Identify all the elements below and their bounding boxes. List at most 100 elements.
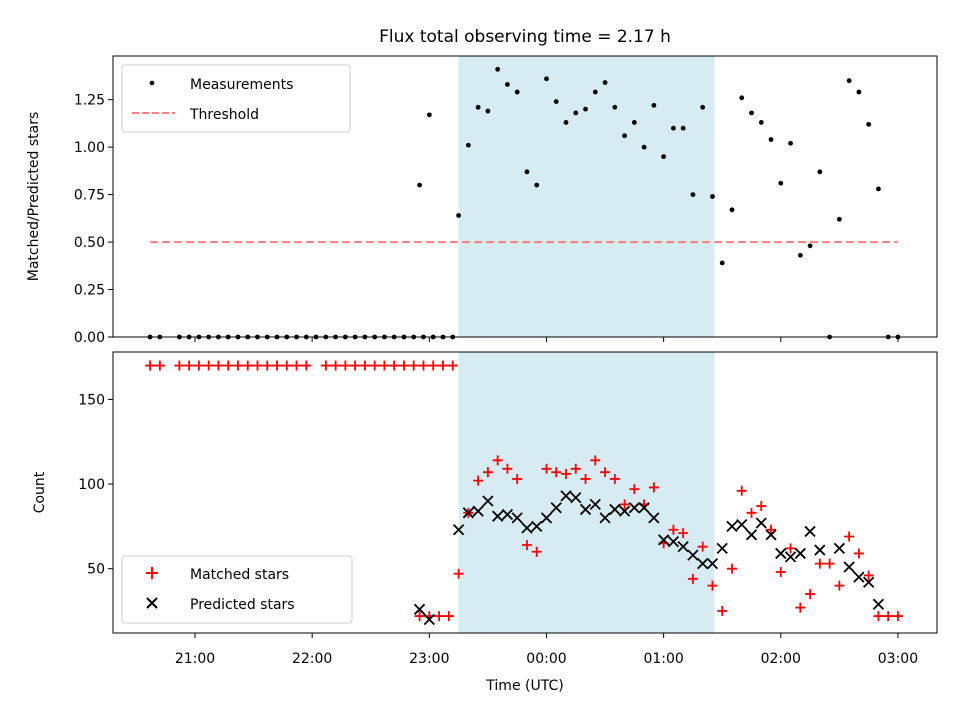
x-axis-label: Time (UTC) xyxy=(485,678,563,694)
predicted-star-point xyxy=(550,502,562,514)
matched-star-point xyxy=(512,473,523,484)
measurement-point xyxy=(485,108,491,114)
matched-star-point xyxy=(443,611,454,622)
measurement-point xyxy=(690,192,696,198)
measurement-point xyxy=(622,133,627,139)
measurement-point xyxy=(456,213,462,218)
predicted-star-point xyxy=(501,508,514,521)
matched-star-point xyxy=(453,568,464,579)
measurement-point xyxy=(749,110,754,116)
predicted-star-point xyxy=(423,613,435,626)
matched-star-point xyxy=(408,360,419,371)
legend-predicted-label: Predicted stars xyxy=(190,597,295,613)
matched-star-point xyxy=(766,524,777,535)
predicted-star-point xyxy=(863,576,875,588)
predicted-star-point xyxy=(413,603,426,615)
bottom-y-tick-label: 50 xyxy=(87,562,105,578)
x-tick-label: 23:00 xyxy=(409,651,449,667)
matched-star-point xyxy=(193,360,204,371)
predicted-star-point xyxy=(560,490,572,502)
predicted-star-point xyxy=(511,512,523,524)
predicted-star-point xyxy=(716,542,728,554)
top-y-tick-label: 1.25 xyxy=(74,93,105,109)
measurement-point xyxy=(563,120,569,125)
measurement-point xyxy=(514,89,520,95)
measurement-point xyxy=(612,104,618,110)
bottom-panel: 50 100 150 21:00 22:00 23:00 00:00 01:00 02:00 0… xyxy=(32,351,938,694)
matched-star-point xyxy=(834,580,845,591)
matched-star-point xyxy=(252,360,263,371)
predicted-star-point xyxy=(814,544,826,556)
bottom-axes-frame xyxy=(112,351,938,634)
matched-star-point xyxy=(746,507,757,518)
measurement-point xyxy=(768,137,774,142)
x-tick-label: 03:00 xyxy=(878,651,918,667)
x-tick-label: 01:00 xyxy=(643,651,683,667)
matched-star-point xyxy=(262,360,273,371)
matched-star-point xyxy=(736,485,747,496)
measurement-point xyxy=(778,180,784,186)
matched-star-point xyxy=(531,546,542,557)
matched-star-point xyxy=(590,455,601,466)
matched-star-point xyxy=(330,360,341,371)
measurement-point xyxy=(505,82,510,87)
bottom-y-axis-label: Count xyxy=(32,471,48,513)
measurement-point xyxy=(817,169,823,175)
predicted-star-point xyxy=(540,512,553,524)
matched-star-point xyxy=(369,360,380,371)
bottom-legend: Matched stars Predicted stars xyxy=(121,555,353,624)
measurement-point xyxy=(631,120,637,125)
matched-star-point xyxy=(379,360,390,371)
measurement-point xyxy=(700,104,706,110)
matched-star-point xyxy=(785,543,796,554)
predicted-star-point xyxy=(667,535,680,548)
matched-star-point xyxy=(551,467,562,478)
x-tick-label: 02:00 xyxy=(761,651,801,667)
top-highlight-span xyxy=(458,56,715,337)
matched-star-point xyxy=(291,360,302,371)
predicted-star-point xyxy=(531,520,543,532)
matched-star-point xyxy=(629,484,640,495)
chart-title: Flux total observing time = 2.17 h xyxy=(379,27,671,47)
predicted-star-point xyxy=(843,561,855,573)
top-legend: Measurements Threshold xyxy=(121,64,351,133)
matched-star-point xyxy=(272,360,283,371)
matched-star-point xyxy=(775,567,786,578)
matched-star-point xyxy=(805,589,816,600)
matched-star-point xyxy=(648,482,659,493)
top-y-tick-label: 1.00 xyxy=(74,140,105,156)
matched-star-point xyxy=(853,548,864,559)
predicted-star-point xyxy=(638,502,650,514)
measurement-point xyxy=(846,78,852,84)
predicted-star-point xyxy=(706,557,719,570)
matched-star-point xyxy=(340,360,351,371)
legend-measurements-label: Measurements xyxy=(190,77,293,93)
top-y-tick-label: 0.25 xyxy=(74,283,105,299)
matched-star-point xyxy=(502,463,513,474)
measurement-point xyxy=(495,66,501,72)
legend-measurements-marker xyxy=(149,80,155,86)
predicted-star-point xyxy=(579,503,592,516)
predicted-star-point xyxy=(745,529,758,541)
bottom-legend-box xyxy=(121,555,353,624)
predicted-star-point xyxy=(492,510,504,522)
measurement-point xyxy=(719,260,725,266)
predicted-star-point xyxy=(804,525,816,538)
predicted-star-point xyxy=(648,512,660,524)
x-tick-label: 21:00 xyxy=(175,651,215,667)
top-y-axis-label: Matched/Predicted stars xyxy=(26,112,42,282)
matched-star-point xyxy=(145,360,156,371)
measurement-point xyxy=(729,207,735,213)
top-axes-frame xyxy=(112,55,938,338)
matched-star-point xyxy=(541,463,552,474)
matched-star-point xyxy=(600,467,611,478)
top-panel: 0.00 0.25 0.50 0.75 1.00 1.25 Flux total obse… xyxy=(26,27,938,346)
measurement-point xyxy=(807,243,813,249)
measurement-point xyxy=(739,95,745,101)
measurement-point xyxy=(426,112,432,118)
predicted-star-point xyxy=(687,549,699,561)
measurement-point xyxy=(534,182,540,188)
matched-star-point xyxy=(473,475,484,486)
matched-star-point xyxy=(678,528,689,539)
